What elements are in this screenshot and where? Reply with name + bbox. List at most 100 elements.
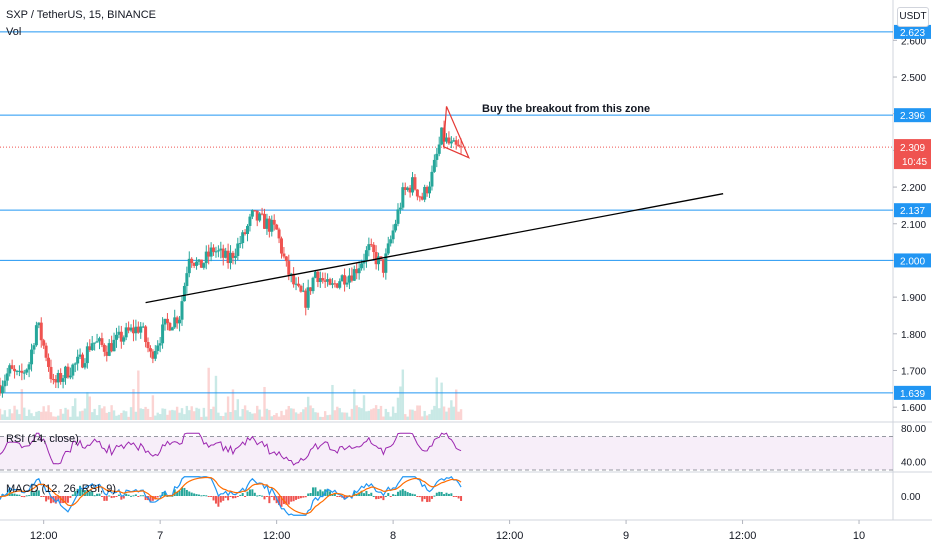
volume-bar: [71, 406, 74, 420]
level-price-label: 2.137: [900, 206, 925, 217]
volume-bar: [144, 406, 147, 420]
volume-bar: [226, 396, 230, 420]
volume-bar: [81, 410, 84, 420]
volume-bar: [127, 416, 130, 420]
candle-body: [374, 252, 378, 265]
candle-body: [406, 187, 410, 191]
candle-body: [207, 251, 211, 257]
macd-hist-bar: [190, 492, 193, 496]
macd-hist-bar: [222, 496, 225, 501]
macd-hist-bar: [268, 496, 271, 504]
candle-body: [367, 244, 371, 251]
volume-bar: [333, 410, 337, 420]
candle-body: [139, 326, 143, 333]
volume-bar: [64, 407, 67, 420]
candle-body: [83, 363, 87, 368]
candle-body: [27, 364, 31, 370]
volume-bar: [268, 410, 271, 420]
macd-hist-bar: [280, 496, 283, 507]
currency-button[interactable]: USDT: [897, 7, 929, 27]
macd-hist-bar: [304, 496, 307, 498]
macd-hist-bar: [207, 496, 210, 497]
volume-bar: [357, 407, 361, 420]
price-tick-label: 2.200: [901, 183, 926, 194]
macd-hist-bar: [229, 496, 232, 497]
volume-bar: [161, 408, 164, 420]
macd-hist-bar: [18, 494, 21, 496]
volume-bar: [91, 412, 94, 420]
candle-body: [56, 373, 60, 383]
volume-bar: [350, 408, 354, 420]
last-price-label: 2.309: [900, 143, 925, 154]
candle-body: [219, 248, 223, 251]
volume-bar: [173, 410, 176, 420]
volume-bar: [445, 411, 448, 420]
macd-hist-bar: [197, 494, 200, 496]
volume-bar: [86, 392, 89, 420]
macd-hist-bar: [234, 496, 237, 499]
candle-body: [51, 379, 55, 381]
volume-bar: [321, 416, 324, 420]
macd-hist-bar: [241, 493, 244, 496]
macd-hist-bar: [392, 494, 395, 496]
volume-label: Vol: [6, 26, 22, 38]
macd-hist-bar: [253, 492, 256, 496]
candle-body: [401, 187, 405, 208]
macd-hist-bar: [66, 496, 69, 503]
volume-bar: [110, 405, 113, 420]
volume-bar: [146, 408, 150, 420]
candle-body: [119, 331, 123, 342]
macd-hist-bar: [292, 496, 295, 502]
macd-hist-bar: [367, 494, 370, 496]
candle-body: [44, 345, 48, 358]
volume-bar: [195, 407, 198, 420]
volume-bar: [200, 416, 203, 420]
volume-bar: [243, 405, 247, 420]
volume-bar: [129, 407, 133, 420]
macd-hist-bar: [314, 487, 317, 496]
candle-body: [292, 273, 296, 285]
candle-body: [10, 365, 14, 369]
macd-hist-bar: [149, 496, 152, 503]
candle-body: [238, 243, 242, 245]
level-price-label-bg: [894, 108, 931, 123]
volume-bar: [411, 409, 414, 420]
macd-hist-bar: [202, 495, 205, 497]
candle-body: [352, 269, 356, 281]
candle-body: [209, 247, 213, 257]
candle-body: [216, 250, 220, 252]
volume-bar: [389, 416, 392, 420]
volume-bar: [360, 408, 363, 420]
macd-hist-bar: [401, 489, 404, 496]
level-price-label: 2.000: [900, 256, 925, 267]
macd-hist-bar: [35, 489, 38, 496]
candle-body: [386, 243, 390, 254]
volume-bar: [253, 413, 256, 420]
candle-body: [282, 253, 286, 257]
volume-bar: [416, 405, 419, 420]
macd-hist-bar: [132, 495, 135, 497]
macd-hist-bar: [217, 496, 220, 507]
macd-hist-bar: [214, 496, 217, 504]
candle-body: [73, 363, 77, 365]
candle-body: [22, 372, 26, 374]
candle-body: [277, 229, 281, 239]
macd-hist-bar: [423, 496, 426, 500]
candle-body: [187, 258, 191, 274]
candle-body: [241, 232, 245, 244]
candle-body: [432, 159, 436, 172]
macd-hist-bar: [57, 496, 60, 500]
macd-hist-bar: [49, 496, 52, 504]
macd-hist-bar: [457, 496, 460, 499]
candles: [0, 120, 463, 398]
volume-bar: [372, 408, 375, 420]
candle-body: [47, 357, 51, 367]
macd-hist-bar: [329, 491, 332, 496]
volume-bar: [212, 406, 215, 420]
volume-bar: [438, 408, 441, 420]
candle-body: [372, 244, 376, 253]
candle-body: [311, 277, 315, 292]
candle-body: [316, 271, 320, 283]
